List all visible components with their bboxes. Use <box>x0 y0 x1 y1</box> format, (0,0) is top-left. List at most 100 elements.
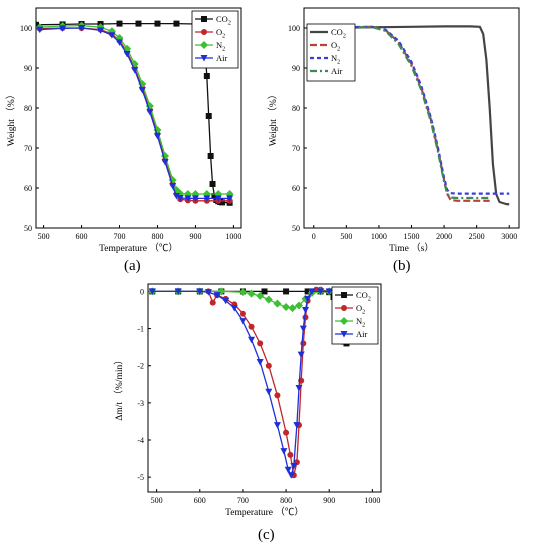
data-point-co2 <box>173 20 180 27</box>
chart-c: 500 600 700 800 900 1000 0 -1 -2 -3 -4 -5 Temperatur… <box>113 283 382 518</box>
x-tick-label: 2500 <box>469 232 485 241</box>
data-point-air <box>146 109 154 116</box>
data-point-air <box>191 195 199 202</box>
data-point-air <box>248 336 256 344</box>
x-axis-label: Temperature （℃） <box>99 242 178 254</box>
y-tick-label: -1 <box>137 325 144 334</box>
y-tick-label: 70 <box>24 144 32 153</box>
data-point-air <box>203 195 211 202</box>
x-tick-label: 900 <box>323 496 335 505</box>
data-point-air <box>204 289 212 296</box>
x-tick-label: 900 <box>189 232 201 241</box>
data-point-o2 <box>209 299 216 306</box>
legend-label-air: Air <box>331 66 343 76</box>
legend-marker <box>340 331 348 338</box>
data-point-o2 <box>283 429 290 436</box>
data-point-air <box>239 318 247 325</box>
x-axis-label: Temperature （℃） <box>225 506 304 518</box>
data-point-air <box>317 288 325 295</box>
legend-marker <box>201 16 207 22</box>
y-tick-label: 50 <box>292 224 300 233</box>
data-point-air <box>213 292 221 299</box>
data-point-co2 <box>36 21 39 28</box>
x-tick-label: 600 <box>76 232 88 241</box>
x-tick-label: 1000 <box>225 232 241 241</box>
legend-marker <box>201 29 207 35</box>
y-tick-label: 100 <box>288 24 300 33</box>
y-tick-label: -2 <box>137 362 144 371</box>
legend-marker <box>200 55 208 62</box>
data-point-air <box>97 27 105 34</box>
data-point-co2 <box>209 181 216 187</box>
y-tick-label: 90 <box>24 64 32 73</box>
x-axis-label: Time （s） <box>389 242 434 254</box>
y-tick-label: 70 <box>292 144 300 153</box>
x-tick-label: 2000 <box>436 232 452 241</box>
y-axis-label: Weight （%） <box>267 90 279 147</box>
data-point-co2 <box>283 288 290 295</box>
data-point-air <box>230 305 238 312</box>
y-tick-label: 60 <box>24 184 32 193</box>
data-point-air <box>116 39 124 46</box>
legend-marker <box>340 317 348 325</box>
data-point-co2 <box>219 199 226 206</box>
y-tick-label: -4 <box>137 436 144 445</box>
data-point-n2 <box>273 299 282 308</box>
data-point-air <box>169 183 177 190</box>
chart-b: 0 500 1000 1500 2000 2500 3000 50 60 70 80 90 100 Tim… <box>267 7 520 254</box>
data-point-air <box>184 195 192 202</box>
y-tick-label: 60 <box>292 184 300 193</box>
y-tick-label: 90 <box>292 64 300 73</box>
data-point-air <box>59 25 67 32</box>
data-point-n2 <box>288 304 297 313</box>
plot-frame <box>147 283 382 493</box>
data-point-air <box>138 87 146 94</box>
data-point-n2 <box>295 301 304 310</box>
legend-label-o2: O2 <box>356 303 365 316</box>
data-point-air <box>295 385 303 392</box>
data-point-air <box>301 307 309 314</box>
data-point-o2 <box>257 340 264 347</box>
x-tick-label: 1000 <box>371 232 387 241</box>
data-point-co2 <box>203 73 210 79</box>
data-point-air <box>148 288 156 295</box>
plot-frame <box>35 7 242 229</box>
y-tick-label: 0 <box>140 287 144 296</box>
x-tick-label: 700 <box>114 232 126 241</box>
data-point-o2 <box>248 323 255 330</box>
legend-label-n2: N2 <box>216 40 225 53</box>
data-point-air <box>293 422 301 429</box>
data-point-air <box>287 472 295 479</box>
data-point-air <box>297 351 305 359</box>
data-point-air <box>196 288 204 295</box>
series-group <box>313 25 510 206</box>
data-point-air <box>265 388 273 396</box>
legend-label-o2: O2 <box>331 40 340 53</box>
data-point-co2 <box>207 153 214 159</box>
data-point-n2 <box>256 291 265 300</box>
data-point-air <box>78 25 86 32</box>
data-point-co2 <box>154 20 161 27</box>
chart-a: 500 600 700 800 900 1000 50 60 70 80 90 100 Temperat… <box>5 7 242 254</box>
data-point-o2 <box>239 310 246 317</box>
legend-marker <box>341 292 347 298</box>
data-point-air <box>273 422 281 429</box>
data-point-air <box>174 288 182 295</box>
x-tick-label: 800 <box>151 232 163 241</box>
data-point-n2 <box>247 289 256 298</box>
data-point-air <box>284 466 292 474</box>
data-point-air <box>325 288 333 295</box>
x-tick-label: 1000 <box>364 496 380 505</box>
panel-label-a: (a) <box>124 258 141 274</box>
x-tick-label: 700 <box>237 496 249 505</box>
data-point-air <box>280 448 288 455</box>
data-point-air <box>161 159 169 166</box>
data-point-air <box>172 193 180 200</box>
data-point-air <box>299 325 307 333</box>
x-tick-label: 500 <box>340 232 352 241</box>
data-point-o2 <box>300 340 307 347</box>
data-point-air <box>308 288 316 295</box>
